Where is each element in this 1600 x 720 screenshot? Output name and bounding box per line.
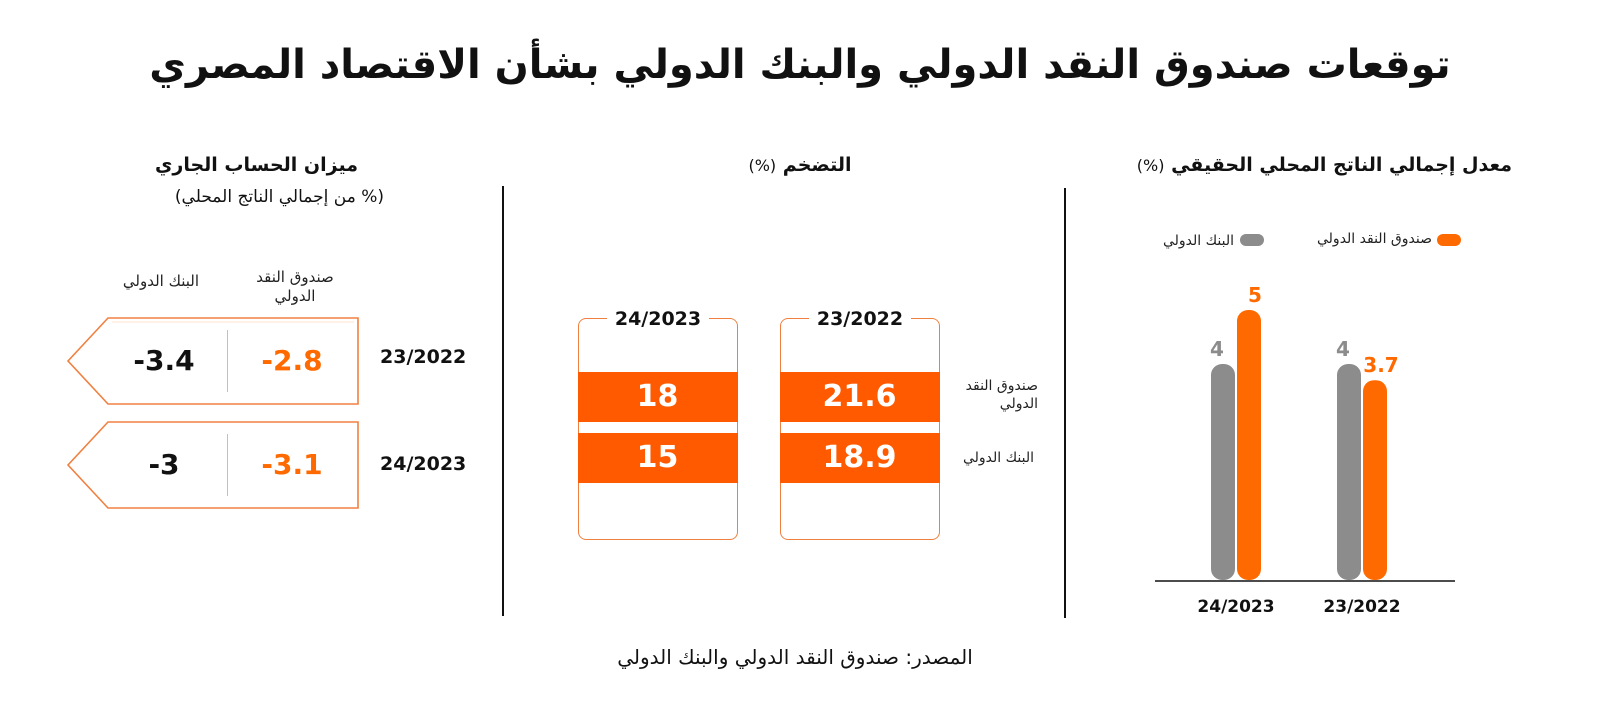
inflation-card-2022-year: 23/2022: [781, 308, 939, 330]
ca-col-imf: صندوق النقد الدولي: [256, 268, 334, 305]
inflation-card-2023: 24/2023 18 15: [577, 308, 738, 540]
ca-year-2023: 24/2023: [380, 453, 467, 475]
inflation-card-2023-year: 24/2023: [579, 308, 737, 330]
ca-2023-wb-value: -3: [148, 448, 180, 481]
gdp-section-title: معدل إجمالي الناتج المحلي الحقيقي (%): [1137, 154, 1512, 176]
inflation-unit: (%): [748, 156, 777, 175]
ca-row-2023: -3.1 -3: [64, 420, 364, 510]
gdp-tick-24-2023: 24/2023: [1197, 597, 1274, 617]
legend-imf-label: صندوق النقد الدولي: [1317, 231, 1432, 247]
ca-section-subtitle: (% من إجمالي الناتج المحلي): [174, 187, 384, 207]
divider-right: [1064, 188, 1066, 618]
ca-2022-imf-value: -2.8: [261, 344, 323, 377]
inflation-row-label-imf: صندوق النقد الدولي: [965, 378, 1038, 412]
gdp-unit: (%): [1136, 156, 1165, 175]
ca-arrow-2022: [66, 317, 359, 405]
gdp-label-wb-23-2022: 4: [1336, 337, 1350, 361]
ca-separator: [227, 434, 228, 496]
inflation-2023-wb-value: 15: [577, 433, 738, 483]
ca-row-2022: -2.8 -3.4: [64, 316, 364, 406]
inflation-2023-imf-value: 18: [577, 372, 738, 422]
inflation-2022-imf-value: 21.6: [779, 372, 940, 422]
divider-left: [502, 186, 504, 616]
legend-imf-swatch: [1437, 234, 1461, 246]
source-note: المصدر: صندوق النقد الدولي والبنك الدولي: [617, 645, 973, 669]
legend-wb-swatch: [1240, 234, 1264, 246]
ca-col-wb: البنك الدولي: [122, 272, 200, 290]
legend-wb-label: البنك الدولي: [1162, 233, 1234, 249]
gdp-label-imf-24-2023: 5: [1248, 283, 1262, 307]
ca-section-title: ميزان الحساب الجاري: [154, 154, 358, 176]
gdp-tick-23-2022: 23/2022: [1323, 597, 1400, 617]
ca-separator: [227, 330, 228, 392]
page-title: توقعات صندوق النقد الدولي والبنك الدولي …: [149, 42, 1451, 88]
inflation-row-label-wb: البنك الدولي: [962, 450, 1034, 466]
inflation-card-2022: 23/2022 21.6 18.9: [779, 308, 940, 540]
gdp-bar-wb-23-2022: [1337, 364, 1361, 580]
gdp-bar-wb-24-2023: [1211, 364, 1235, 580]
gdp-bar-imf-23-2022: [1363, 380, 1387, 580]
ca-2022-wb-value: -3.4: [133, 344, 195, 377]
ca-2023-imf-value: -3.1: [261, 448, 323, 481]
inflation-2022-wb-value: 18.9: [779, 433, 940, 483]
inflation-section-title: التضخم (%): [700, 154, 900, 176]
gdp-bar-imf-24-2023: [1237, 310, 1261, 580]
gdp-label-wb-24-2023: 4: [1210, 337, 1224, 361]
ca-arrow-2023: [66, 421, 359, 509]
gdp-title-text: معدل إجمالي الناتج المحلي الحقيقي: [1171, 154, 1512, 176]
gdp-bar-chart: 4 3.7 23/2022 4 5 24/2023: [1155, 283, 1455, 617]
ca-year-2022: 23/2022: [380, 346, 467, 368]
gdp-label-imf-23-2022: 3.7: [1363, 353, 1398, 377]
inflation-title-text: التضخم: [782, 154, 852, 176]
